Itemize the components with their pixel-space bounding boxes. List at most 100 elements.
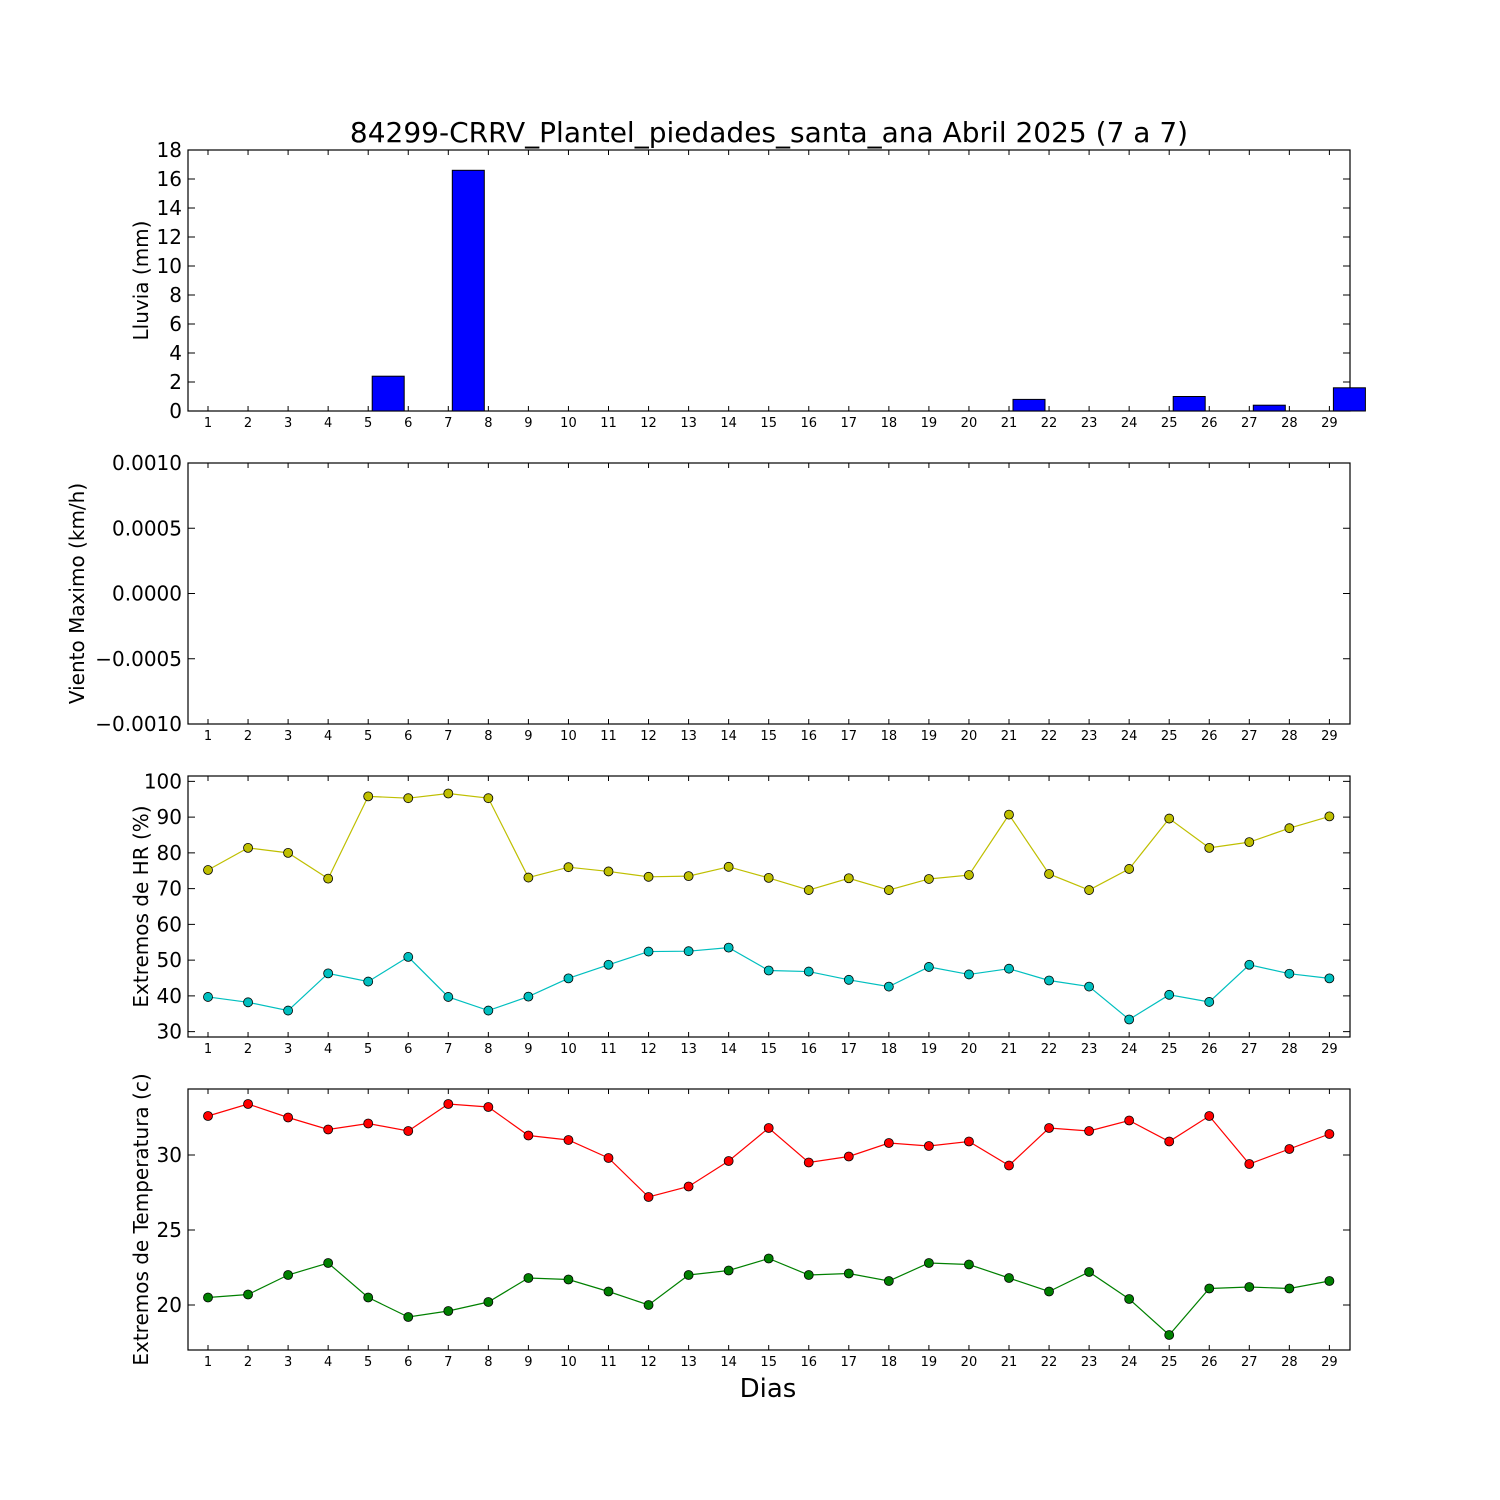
y-axis-label: Viento Maximo (km/h) — [65, 483, 89, 704]
x-tick-label: 22 — [1041, 729, 1058, 744]
x-tick-label: 25 — [1161, 416, 1178, 431]
series-1-point-day-1 — [203, 865, 213, 875]
series-2-point-day-11 — [603, 1286, 614, 1297]
series-2-point-day-14 — [723, 1265, 734, 1276]
x-tick-label: 4 — [324, 729, 332, 744]
x-tick-label: 22 — [1041, 1042, 1058, 1057]
series-1-point-day-17 — [843, 1151, 854, 1162]
series-1-point-day-29 — [1324, 1129, 1335, 1139]
x-tick-label: 27 — [1241, 729, 1258, 744]
y-tick-label: 70 — [157, 877, 182, 901]
series-1-point-day-12 — [643, 1192, 654, 1202]
x-tick-label: 29 — [1321, 416, 1338, 431]
x-tick-label: 16 — [800, 416, 817, 431]
series-1-point-day-9 — [523, 1130, 534, 1141]
x-tick-label: 3 — [284, 416, 292, 431]
series-1-point-day-19 — [924, 874, 934, 884]
series-1-point-day-10 — [563, 1135, 574, 1145]
series-1-point-day-12 — [643, 871, 654, 882]
y-tick-label: −0.0010 — [95, 712, 182, 736]
series-2-point-day-8 — [483, 1297, 494, 1307]
series-1-point-day-2 — [243, 842, 253, 853]
y-tick-label: 20 — [157, 1293, 182, 1317]
x-tick-label: 17 — [841, 729, 858, 744]
x-tick-label: 19 — [921, 1042, 938, 1057]
x-tick-label: 28 — [1281, 1042, 1298, 1057]
series-2-point-day-18 — [883, 1276, 894, 1286]
x-tick-label: 18 — [881, 729, 898, 744]
y-tick-label: 12 — [157, 225, 182, 249]
series-2-point-day-1 — [203, 1292, 213, 1303]
chart-panel-4: 1 2 3 4 5 6 7 8 9 10 11 12 13 14 15 16 17 18 19 20 21 22 23 24 2… — [129, 1073, 1351, 1370]
series-1-point-day-22 — [1044, 1123, 1054, 1133]
x-tick-label: 28 — [1281, 416, 1298, 431]
x-tick-label: 14 — [720, 729, 737, 744]
bar-day-7 — [451, 169, 485, 412]
x-tick-label: 4 — [324, 1355, 332, 1370]
x-tick-label: 6 — [404, 1042, 412, 1057]
y-tick-label: 2 — [169, 370, 182, 394]
series-1-point-day-9 — [523, 872, 534, 883]
y-tick-label: 0.0010 — [112, 451, 182, 475]
series-2-point-day-5 — [363, 976, 374, 987]
x-tick-label: 1 — [204, 729, 212, 744]
chart-panel-3: 1 2 3 4 5 6 7 8 9 10 11 12 13 14 15 16 17 18 19 20 21 22 23 24 2… — [129, 769, 1351, 1057]
series-2-point-day-13 — [683, 946, 694, 957]
x-tick-label: 19 — [921, 729, 938, 744]
series-2-point-day-16 — [803, 1270, 814, 1280]
series-2-point-day-25 — [1164, 989, 1175, 1000]
bar-day-21 — [1012, 398, 1046, 412]
x-tick-label: 23 — [1081, 1355, 1098, 1370]
x-tick-label: 27 — [1241, 1355, 1258, 1370]
x-tick-label: 15 — [760, 729, 777, 744]
series-1-point-day-28 — [1284, 823, 1295, 834]
x-tick-label: 20 — [961, 1355, 978, 1370]
series-2-point-day-20 — [964, 969, 974, 980]
series-2-point-day-3 — [283, 1270, 294, 1280]
x-tick-label: 17 — [841, 1355, 858, 1370]
y-tick-label: 14 — [157, 196, 182, 220]
x-tick-label: 13 — [680, 1042, 697, 1057]
x-tick-label: 16 — [800, 729, 817, 744]
bar-day-25 — [1172, 396, 1206, 412]
x-tick-label: 7 — [444, 1042, 452, 1057]
series-2-point-day-12 — [643, 946, 654, 957]
x-tick-label: 16 — [800, 1355, 817, 1370]
x-tick-label: 26 — [1201, 1042, 1218, 1057]
x-tick-label: 19 — [921, 416, 938, 431]
series-2-point-day-28 — [1284, 968, 1295, 979]
series-2-point-day-21 — [1004, 1273, 1014, 1283]
x-tick-label: 26 — [1201, 729, 1218, 744]
x-tick-label: 7 — [444, 1355, 452, 1370]
x-tick-label: 1 — [204, 416, 212, 431]
x-tick-label: 3 — [284, 1042, 292, 1057]
x-tick-label: 2 — [244, 1355, 252, 1370]
x-tick-label: 10 — [560, 1355, 577, 1370]
x-tick-label: 25 — [1161, 1042, 1178, 1057]
series-2-point-day-4 — [323, 968, 334, 979]
x-tick-label: 13 — [680, 1355, 697, 1370]
x-tick-label: 12 — [640, 1042, 657, 1057]
x-tick-label: 22 — [1041, 1355, 1058, 1370]
series-2-point-day-24 — [1124, 1294, 1135, 1304]
series-2-point-day-13 — [683, 1270, 694, 1280]
y-tick-label: 50 — [157, 948, 182, 972]
series-1-point-day-11 — [603, 866, 614, 877]
x-tick-label: 3 — [284, 729, 292, 744]
series-2-point-day-9 — [523, 991, 534, 1002]
series-2-point-day-7 — [443, 1306, 454, 1316]
series-1-point-day-4 — [323, 873, 334, 884]
x-axis-label: Dias — [740, 1374, 797, 1404]
series-2-point-day-12 — [643, 1300, 654, 1310]
series-1-point-day-27 — [1244, 1159, 1255, 1169]
y-tick-label: 40 — [157, 984, 182, 1008]
series-line-2 — [207, 947, 1330, 1021]
chart-panel-1: 1 2 3 4 5 6 7 8 9 10 11 12 13 14 15 16 17 18 19 20 21 22 23 24 2… — [129, 138, 1366, 431]
series-2-point-day-15 — [763, 965, 774, 976]
x-tick-label: 5 — [364, 729, 372, 744]
series-1-point-day-28 — [1284, 1144, 1295, 1154]
x-tick-label: 26 — [1201, 416, 1218, 431]
series-2-point-day-6 — [403, 1312, 414, 1322]
x-tick-label: 6 — [404, 729, 412, 744]
x-tick-label: 11 — [600, 416, 617, 431]
